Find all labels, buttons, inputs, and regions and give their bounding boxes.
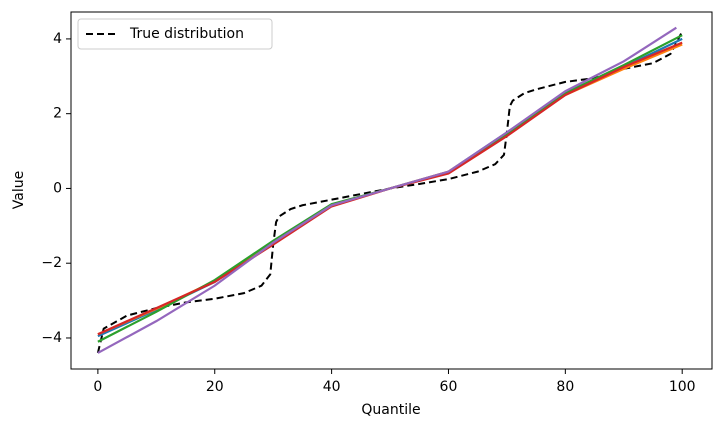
plot-frame bbox=[70, 11, 713, 370]
y-tick-label: −2 bbox=[41, 255, 62, 271]
legend-label: True distribution bbox=[129, 26, 244, 42]
x-tick-label: 40 bbox=[323, 379, 341, 395]
x-tick-label: 0 bbox=[93, 379, 102, 395]
x-tick-label: 100 bbox=[669, 379, 696, 395]
y-tick-label: −4 bbox=[41, 330, 62, 346]
line bbox=[96, 30, 684, 354]
y-tick-label: 2 bbox=[53, 106, 62, 122]
line bbox=[97, 26, 677, 354]
y-tick-label: 4 bbox=[53, 31, 62, 47]
y-tick-label: 0 bbox=[53, 180, 62, 196]
y-axis-label: Value bbox=[11, 171, 27, 209]
x-tick-label: 60 bbox=[440, 379, 458, 395]
x-axis-label: Quantile bbox=[361, 402, 420, 418]
x-tick-label: 20 bbox=[206, 379, 224, 395]
x-tick-label: 80 bbox=[556, 379, 574, 395]
legend-box bbox=[77, 18, 273, 50]
